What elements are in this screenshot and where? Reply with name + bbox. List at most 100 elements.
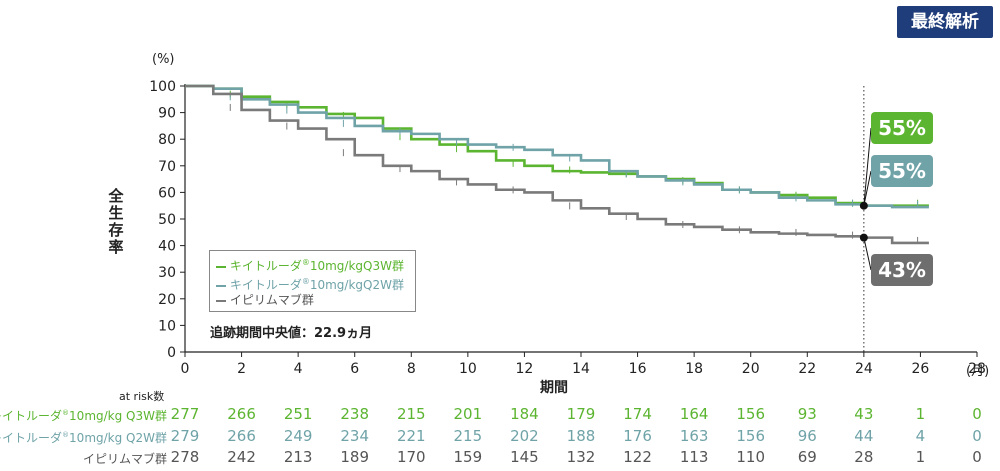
callout-connector (863, 170, 872, 206)
at-risk-title: at risk数 (119, 390, 165, 403)
x-unit-label: (月) (966, 364, 990, 379)
at-risk-count: 164 (679, 405, 709, 423)
legend-item-q2w: キイトルーダ®10mg/kgQ2W群 (216, 273, 404, 292)
at-risk-count: 215 (453, 427, 483, 445)
at-risk-count: 43 (854, 405, 874, 423)
legend-label-ipilimumab: イピリムマブ群 (229, 293, 314, 307)
at-risk-count: 179 (566, 405, 596, 423)
at-risk-count: 266 (227, 405, 256, 423)
y-tick-label: 20 (158, 292, 176, 308)
at-risk-count: 44 (854, 427, 874, 445)
y-tick-label: 100 (149, 79, 176, 95)
legend-swatch-q3w (216, 265, 226, 268)
at-risk-label-q2w: キイトルーダ®10mg/kg Q2W群 (0, 431, 167, 445)
at-risk-count: 170 (396, 448, 426, 466)
at-risk-count: 279 (170, 427, 200, 445)
final-analysis-badge: 最終解析 (897, 6, 993, 38)
y-tick-label: 30 (158, 265, 176, 281)
x-tick-label: 20 (742, 361, 760, 377)
callout-connector (863, 237, 872, 271)
at-risk-count: 28 (854, 448, 874, 466)
y-tick-label: 70 (158, 159, 176, 175)
legend: キイトルーダ®10mg/kgQ3W群 キイトルーダ®10mg/kgQ2W群 イピ… (209, 250, 416, 312)
at-risk-count: 0 (972, 405, 982, 423)
km-curve-ipilimumab (185, 84, 929, 245)
y-tick-label: 50 (158, 212, 176, 228)
x-tick-label: 4 (294, 361, 303, 377)
at-risk-count: 145 (510, 448, 539, 466)
x-tick-label: 14 (572, 361, 590, 377)
at-risk-count: 213 (283, 448, 313, 466)
at-risk-count: 202 (510, 427, 539, 445)
x-tick-label: 2 (237, 361, 246, 377)
callout-connector (863, 127, 872, 206)
at-risk-count: 215 (396, 405, 426, 423)
at-risk-count: 163 (679, 427, 709, 445)
at-risk-label-ipilimumab: イピリムマブ群 (82, 452, 167, 466)
x-axis-title: 期間 (540, 380, 568, 396)
at-risk-count: 69 (797, 448, 817, 466)
at-risk-count: 189 (340, 448, 370, 466)
at-risk-count: 159 (453, 448, 483, 466)
at-risk-count: 234 (340, 427, 370, 445)
point-24m-ipilimumab (859, 233, 868, 242)
at-risk-count: 221 (396, 427, 426, 445)
at-risk-count: 188 (566, 427, 596, 445)
at-risk-count: 201 (453, 405, 483, 423)
at-risk-count: 96 (797, 427, 817, 445)
legend-item-ipilimumab: イピリムマブ群 (216, 292, 314, 309)
km-curve-q2w (185, 84, 929, 209)
at-risk-count: 238 (340, 405, 370, 423)
y-axis-title: 全生存率 (108, 187, 124, 256)
y-unit-label: (%) (152, 52, 175, 67)
y-tick-label: 80 (158, 132, 176, 148)
x-tick-label: 28 (968, 361, 986, 377)
x-tick-label: 12 (516, 361, 534, 377)
y-tick-label: 10 (158, 318, 176, 334)
x-tick-label: 16 (629, 361, 647, 377)
x-tick-label: 10 (459, 361, 477, 377)
point-24m-keytruda (859, 201, 868, 210)
y-tick-label: 40 (158, 239, 176, 255)
at-risk-count: 266 (227, 427, 256, 445)
at-risk-count: 156 (736, 405, 766, 423)
at-risk-count: 0 (972, 427, 982, 445)
at-risk-count: 110 (736, 448, 766, 466)
y-tick-label: 0 (167, 345, 176, 361)
x-tick-label: 18 (685, 361, 703, 377)
legend-item-q3w: キイトルーダ®10mg/kgQ3W群 (216, 254, 404, 273)
x-tick-label: 24 (855, 361, 873, 377)
callout-q2w: 55% (871, 155, 933, 187)
x-tick-label: 0 (181, 361, 190, 377)
legend-swatch-q2w (216, 284, 226, 287)
at-risk-count: 156 (736, 427, 766, 445)
x-tick-label: 22 (798, 361, 816, 377)
at-risk-count: 277 (170, 405, 200, 423)
at-risk-count: 1 (915, 448, 926, 466)
y-tick-label: 60 (158, 185, 176, 201)
at-risk-count: 0 (972, 448, 982, 466)
at-risk-count: 132 (566, 448, 596, 466)
x-tick-label: 6 (350, 361, 359, 377)
callout-q3w: 55% (871, 112, 933, 144)
callout-ipilimumab: 43% (871, 254, 933, 286)
legend-label-q2w: キイトルーダ®10mg/kgQ2W群 (229, 277, 404, 292)
at-risk-count: 113 (679, 448, 709, 466)
x-tick-label: 26 (912, 361, 930, 377)
at-risk-count: 242 (227, 448, 256, 466)
legend-swatch-ipilimumab (216, 299, 226, 302)
at-risk-count: 278 (170, 448, 200, 466)
at-risk-count: 184 (510, 405, 539, 423)
at-risk-count: 249 (283, 427, 313, 445)
at-risk-label-q3w: キイトルーダ®10mg/kg Q3W群 (0, 409, 167, 423)
y-tick-label: 90 (158, 106, 176, 122)
at-risk-count: 1 (915, 405, 926, 423)
at-risk-count: 122 (623, 448, 652, 466)
at-risk-count: 4 (915, 427, 926, 445)
at-risk-count: 176 (623, 427, 652, 445)
median-followup-note: 追跡期間中央値：22.9ヵ月 (210, 326, 373, 341)
at-risk-count: 93 (797, 405, 817, 423)
at-risk-count: 251 (283, 405, 313, 423)
